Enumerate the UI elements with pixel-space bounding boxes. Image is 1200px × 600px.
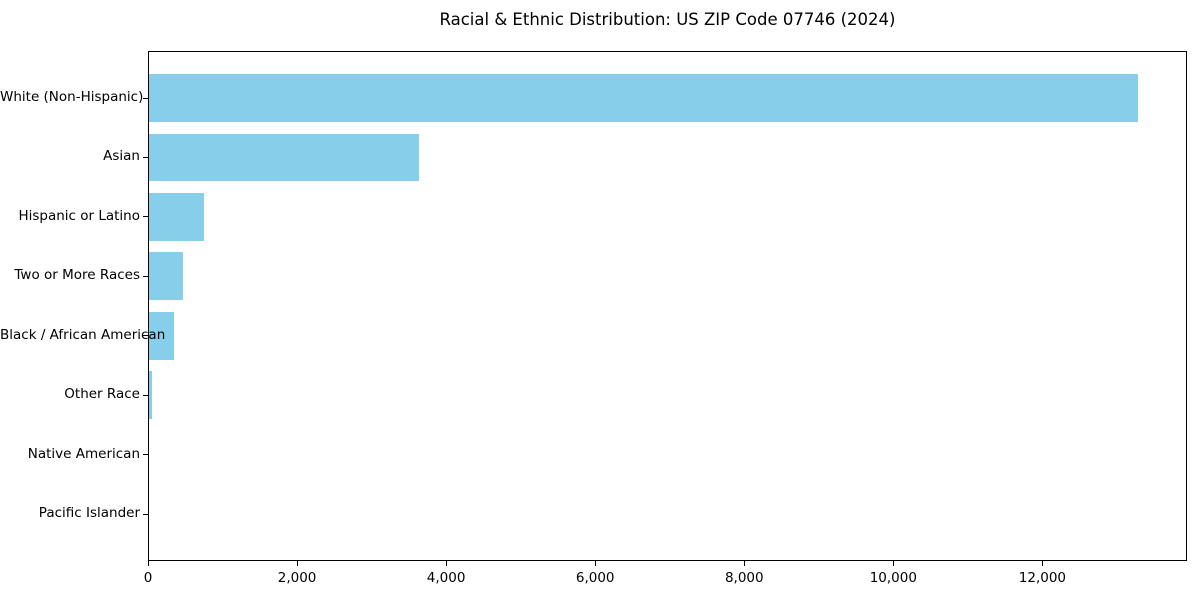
x-tick-mark bbox=[743, 561, 745, 566]
x-axis-tick-label: 6,000 bbox=[575, 570, 615, 586]
y-tick-mark bbox=[143, 454, 148, 456]
y-axis-label: Native American bbox=[27, 445, 140, 462]
y-tick-mark bbox=[143, 394, 148, 396]
bar bbox=[149, 74, 1139, 122]
bar bbox=[149, 311, 174, 360]
y-tick-mark bbox=[143, 156, 148, 158]
x-axis-tick-label: 4,000 bbox=[426, 570, 466, 586]
bar bbox=[149, 133, 419, 182]
chart-title: Racial & Ethnic Distribution: US ZIP Cod… bbox=[439, 10, 896, 29]
x-axis-tick-label: 8,000 bbox=[724, 570, 764, 586]
x-axis-tick-label: 10,000 bbox=[869, 570, 917, 586]
y-tick-mark bbox=[143, 216, 148, 218]
y-axis-label: Other Race bbox=[64, 386, 140, 403]
y-tick-mark bbox=[143, 97, 148, 99]
y-axis-label: Hispanic or Latino bbox=[18, 207, 140, 224]
bar bbox=[149, 252, 183, 301]
y-axis-label: Pacific Islander bbox=[38, 505, 140, 521]
x-axis-tick-label: 0 bbox=[143, 570, 153, 586]
y-axis-label: Asian bbox=[103, 148, 140, 165]
x-tick-mark bbox=[1041, 561, 1043, 566]
y-tick-mark bbox=[143, 335, 148, 337]
bar bbox=[149, 193, 205, 241]
plot-area bbox=[148, 51, 1187, 561]
x-tick-mark bbox=[594, 561, 596, 566]
y-axis-label: Two or More Races bbox=[14, 267, 140, 284]
y-axis-label: White (Non-Hispanic) bbox=[0, 89, 144, 105]
x-tick-mark bbox=[445, 561, 447, 566]
x-tick-mark bbox=[147, 561, 149, 566]
bar bbox=[149, 371, 152, 419]
y-axis-label: Black / African American bbox=[0, 326, 166, 343]
x-axis-tick-label: 2,000 bbox=[277, 570, 317, 586]
x-tick-mark bbox=[892, 561, 894, 566]
x-axis-tick-label: 12,000 bbox=[1018, 570, 1067, 586]
y-tick-mark bbox=[143, 275, 148, 277]
x-tick-mark bbox=[296, 561, 298, 566]
y-tick-mark bbox=[143, 513, 148, 515]
